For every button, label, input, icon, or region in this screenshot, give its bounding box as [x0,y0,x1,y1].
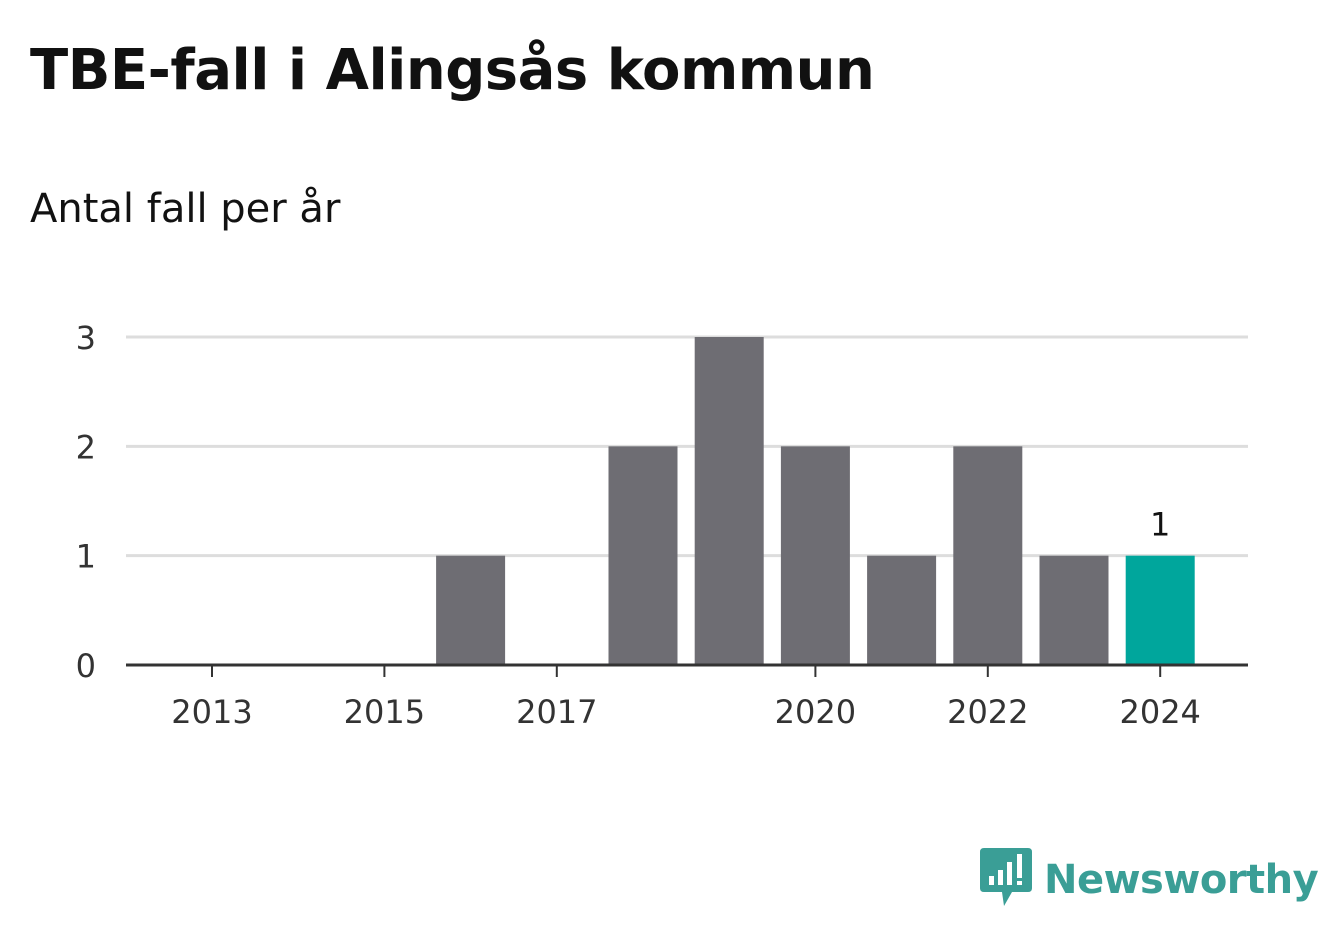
x-tick-label: 2015 [344,693,425,731]
bar-2019 [694,337,764,665]
brand-logo: Newsworthy [980,848,1319,912]
bars [436,337,1195,665]
x-tick-label: 2024 [1119,693,1200,731]
y-tick-label: 1 [76,538,96,576]
labels: 0 1 2 3 1 2013 2015 2017 2020 2022 2024 [76,319,1201,731]
newsworthy-logo-icon [980,848,1032,912]
y-tick-label: 2 [76,428,96,466]
bar-2016 [436,555,506,665]
bar-2020 [780,446,850,665]
bar-2023 [1039,555,1109,665]
bar-2022 [953,446,1023,665]
gridlines [126,335,1248,558]
x-tick-label: 2022 [947,693,1028,731]
chart-title: TBE-fall i Alingsås kommun [30,38,875,103]
x-axis [126,663,1248,677]
x-tick-label: 2017 [516,693,597,731]
x-tick-label: 2020 [775,693,856,731]
y-tick-label: 3 [76,319,96,357]
y-tick-label: 0 [76,647,96,685]
data-label: 1 [1150,506,1170,544]
x-tick-label: 2013 [171,693,252,731]
bar-2021 [867,555,937,665]
brand-name: Newsworthy [1044,857,1319,903]
chart-subtitle: Antal fall per år [30,186,341,232]
bar-2024 [1125,555,1195,665]
bar-2018 [608,446,678,665]
